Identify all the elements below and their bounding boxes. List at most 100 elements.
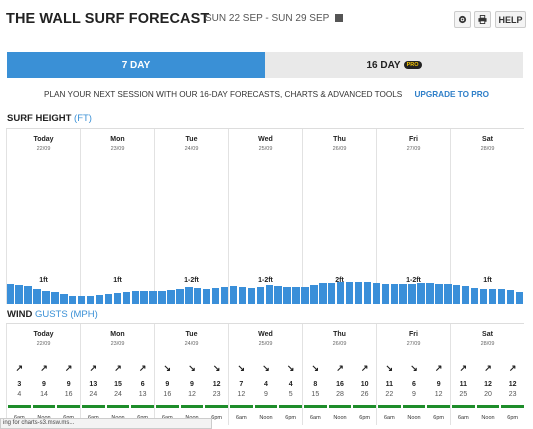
surf-height-chart: Today 22/09 1ft Mon 23/09 1ft Tue 24/09 1-2ft Wed… (6, 128, 524, 304)
surf-day-column: Thu 26/09 2ft (302, 129, 376, 304)
time-label: 6pm (211, 415, 222, 421)
gust-indicator (378, 405, 401, 408)
surf-bar[interactable] (51, 292, 59, 304)
wind-gust: 23 (212, 391, 221, 398)
surf-bar[interactable] (140, 291, 148, 304)
wind-arrow-icon: ↘ (188, 363, 196, 373)
surf-bar[interactable] (292, 287, 300, 304)
surf-bar[interactable] (24, 286, 32, 304)
surf-bar[interactable] (69, 296, 77, 304)
surf-height-value: 1ft (483, 277, 492, 284)
surf-height-value: 1ft (113, 277, 122, 284)
calendar-icon[interactable] (334, 14, 343, 22)
wind-speed: 6 (412, 381, 416, 388)
gust-indicator (476, 405, 500, 408)
surf-bar[interactable] (211, 288, 220, 304)
surf-bar[interactable] (220, 287, 229, 304)
surf-bar[interactable] (453, 285, 461, 304)
surf-bar[interactable] (167, 290, 175, 304)
day-name: Wed (258, 331, 273, 338)
surf-bar[interactable] (283, 287, 291, 304)
day-name: Sat (482, 331, 493, 338)
surf-bar[interactable] (104, 294, 113, 304)
surf-bar[interactable] (372, 283, 381, 304)
surf-bar[interactable] (470, 288, 479, 304)
surf-bar[interactable] (488, 289, 497, 304)
wind-gust: 20 (484, 391, 492, 398)
surf-bar[interactable] (417, 283, 425, 304)
surf-bar[interactable] (354, 282, 363, 304)
day-name: Mon (110, 331, 125, 338)
upgrade-link[interactable]: UPGRADE TO PRO (414, 90, 489, 99)
wind-gust: 15 (311, 391, 320, 398)
wind-unit-label: GUSTS (MPH) (34, 309, 98, 320)
surf-bar[interactable] (247, 288, 256, 304)
surf-bar[interactable] (390, 284, 398, 304)
wind-speed: 9 (190, 381, 194, 388)
day-date: 28/09 (480, 146, 495, 152)
surf-bar[interactable] (60, 294, 68, 304)
gust-indicator (82, 405, 105, 408)
print-button[interactable] (474, 11, 491, 28)
surf-bar[interactable] (42, 291, 50, 304)
surf-bar[interactable] (444, 284, 452, 304)
surf-bar[interactable] (131, 291, 139, 304)
gust-indicator (106, 405, 130, 408)
surf-bar[interactable] (479, 289, 488, 304)
surf-bar[interactable] (77, 296, 86, 304)
surf-bar[interactable] (328, 283, 336, 304)
surf-bar[interactable] (515, 292, 523, 304)
surf-bar[interactable] (122, 292, 131, 304)
wind-speed: 12 (212, 381, 221, 388)
time-label: 6pm (359, 415, 370, 421)
surf-bar[interactable] (426, 283, 434, 304)
surf-bar[interactable] (185, 287, 193, 304)
surf-bar[interactable] (158, 291, 166, 304)
wind-gust: 12 (237, 391, 246, 398)
tab-16-day[interactable]: 16 DAY PRO (265, 52, 523, 78)
surf-bar[interactable] (461, 286, 470, 304)
surf-bar[interactable] (274, 286, 282, 304)
surf-bar[interactable] (345, 282, 354, 304)
settings-button[interactable] (454, 11, 471, 28)
surf-bar[interactable] (399, 284, 407, 304)
surf-bar[interactable] (319, 283, 327, 304)
surf-bar[interactable] (33, 289, 41, 304)
wind-arrow-icon: ↘ (163, 363, 172, 373)
surf-bar[interactable] (435, 284, 443, 304)
surf-bar[interactable] (310, 285, 318, 304)
gust-indicator (180, 405, 204, 408)
tab-7-day[interactable]: 7 DAY (7, 52, 265, 78)
surf-bar[interactable] (408, 284, 416, 304)
surf-bar[interactable] (95, 295, 104, 304)
wind-speed: 9 (66, 381, 71, 388)
surf-bar[interactable] (506, 290, 515, 304)
surf-bar[interactable] (229, 286, 238, 304)
surf-bar[interactable] (176, 289, 184, 304)
page-title: THE WALL SURF FORECAST (6, 11, 210, 27)
surf-bar[interactable] (256, 287, 264, 304)
surf-bar[interactable] (301, 287, 309, 304)
surf-bar[interactable] (6, 284, 14, 304)
surf-bar[interactable] (202, 289, 211, 304)
surf-bar[interactable] (497, 289, 506, 304)
surf-bar[interactable] (336, 282, 345, 304)
wind-gust: 22 (385, 391, 394, 398)
surf-bar[interactable] (149, 291, 157, 304)
day-date: 22/09 (36, 146, 51, 152)
help-button[interactable]: HELP (495, 11, 526, 28)
promo-text: PLAN YOUR NEXT SESSION WITH OUR 16-DAY F… (44, 90, 403, 99)
surf-bar[interactable] (15, 285, 23, 304)
wind-speed: 4 (264, 381, 268, 388)
gust-indicator (402, 405, 426, 408)
date-range[interactable]: SUN 22 SEP - SUN 29 SEP (205, 13, 343, 24)
surf-bar[interactable] (86, 296, 95, 304)
surf-bar[interactable] (113, 293, 122, 304)
surf-bar[interactable] (381, 284, 390, 304)
surf-bar[interactable] (238, 287, 247, 304)
surf-bar[interactable] (194, 288, 202, 304)
surf-height-label: SURF HEIGHT (7, 113, 72, 124)
surf-bar[interactable] (363, 282, 372, 304)
surf-bar[interactable] (265, 285, 273, 304)
